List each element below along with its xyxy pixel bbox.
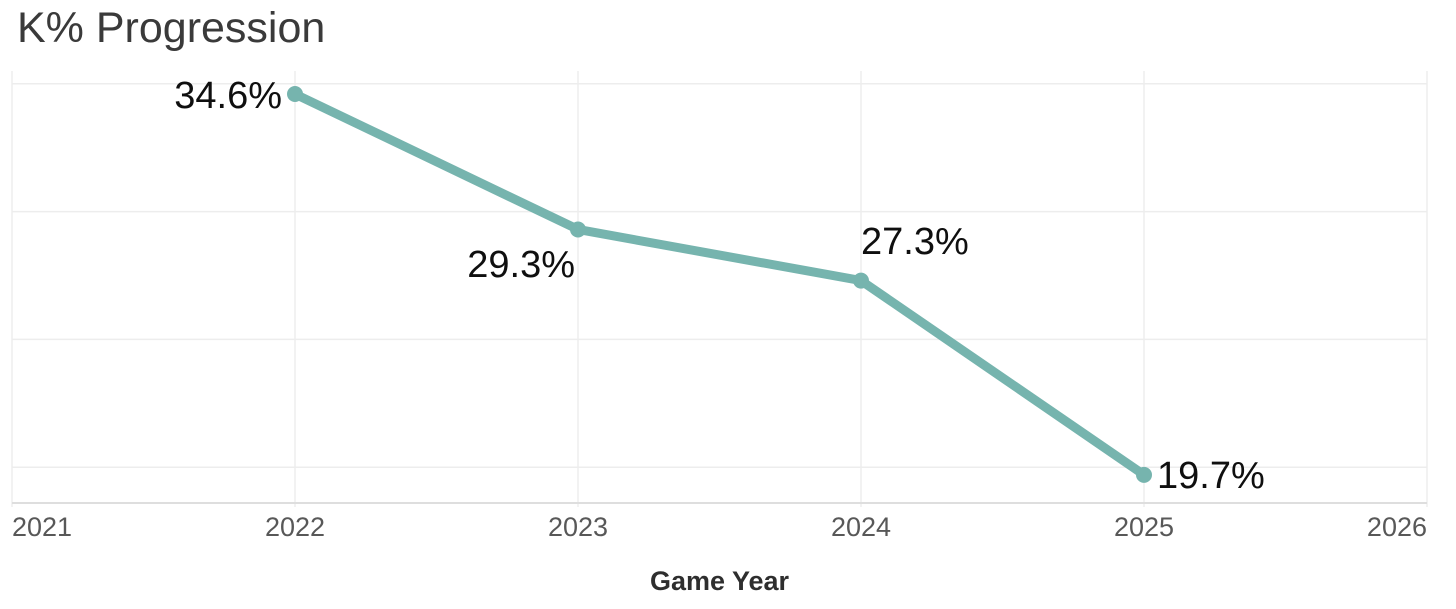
- data-point-label: 19.7%: [1157, 454, 1265, 497]
- data-point-marker: [1136, 466, 1152, 483]
- x-tick-label: 2025: [1113, 512, 1175, 542]
- data-point-label: 34.6%: [174, 75, 282, 118]
- x-tick-label: 2026: [1366, 512, 1427, 542]
- data-point-marker: [570, 221, 586, 238]
- x-tick-label: 2021: [12, 512, 73, 542]
- data-point-label: 29.3%: [467, 244, 575, 287]
- x-tick-label: 2022: [264, 512, 326, 542]
- x-tick-label: 2024: [830, 512, 892, 542]
- data-point-label: 27.3%: [861, 220, 969, 263]
- series-line: [290, 89, 1149, 480]
- x-axis-title: Game Year: [649, 566, 790, 596]
- data-point-marker: [287, 86, 303, 103]
- chart-title: K% Progression: [17, 4, 326, 52]
- x-tick-label: 2023: [547, 512, 609, 542]
- data-point-marker: [853, 272, 869, 289]
